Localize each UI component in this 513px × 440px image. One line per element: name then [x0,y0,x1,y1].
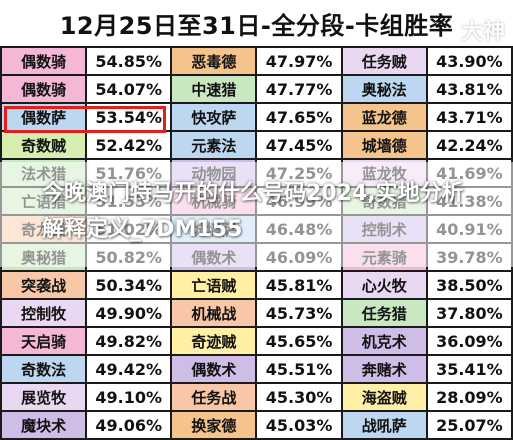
deck-name-cell: 换家德 [170,410,258,440]
winrate-cell: 47.65% [255,102,343,132]
winrate-cell: 50.34% [85,270,173,300]
winrate-cell: 49.82% [85,326,173,356]
deck-name-cell: 中速猎 [170,74,258,104]
deck-name-cell: 偶数术 [170,354,258,384]
deck-name-cell: 奥秘法 [340,74,428,104]
winrate-cell: 28.09% [425,382,513,412]
page-title: 12月25日至31日-全分段-卡组胜率 [59,11,454,40]
winrate-cell: 49.10% [85,382,173,412]
deck-name-cell: 天启骑 [0,326,88,356]
deck-name-cell: 突袭战 [0,270,88,300]
deck-name-cell: 任务战 [170,382,258,412]
winrate-cell: 52.42% [85,130,173,160]
watermark-logo: 大神 [460,20,505,45]
deck-name-cell: 城墙德 [340,130,428,160]
deck-name-cell: 海盗贼 [340,382,428,412]
overlay-caption: 今晚澳门特马开的什么号码2024,实地分析解释定义_7DM155 [42,181,464,242]
table-row: 偶数萨 53.54% 快攻萨 47.65% 蓝龙德 43.71% [0,102,513,132]
table-row: 偶数骑 54.85% 恶毒德 47.97% 任务贼 43.90% [0,46,513,76]
winrate-cell: 49.90% [85,298,173,328]
deck-name-cell: 奇数法 [0,354,88,384]
winrate-cell: 47.97% [255,46,343,76]
deck-name-cell: 元素法 [170,130,258,160]
winrate-cell: 45.81% [255,270,343,300]
deck-name-cell: 奇数贼 [0,130,88,160]
deck-name-cell: 偶数骑 [0,46,88,76]
deck-name-cell: 奔赌术 [340,354,428,384]
deck-name-cell: 展览牧 [0,382,88,412]
table-row: 天启骑 49.82% 奇迹贼 45.65% 机克术 36.09% [0,326,513,356]
winrate-cell: 43.90% [425,46,513,76]
winrate-table-image: 12月25日至31日-全分段-卡组胜率 大神 偶数骑 54.85% 恶毒德 47.97… [0,11,513,440]
table-row: 突袭战 50.34% 亡语贼 45.81% 心火牧 38.50% [0,270,513,300]
table-row: 奇数贼 52.42% 元素法 47.45% 城墙德 42.24% [0,130,513,160]
winrate-cell: 49.42% [85,354,173,384]
deck-name-cell: 亡语贼 [170,270,258,300]
deck-name-cell: 蓝龙德 [340,102,428,132]
winrate-cell: 47.77% [255,74,343,104]
deck-name-cell: 奇迹贼 [170,326,258,356]
table-row: 魔块术 49.06% 换家德 45.03% 战吼萨 25.07% [0,410,513,440]
deck-name-cell: 任务猎 [340,298,428,328]
deck-name-cell: 机克术 [340,326,428,356]
deck-name-cell: 机械战 [170,298,258,328]
overlay-band [0,162,513,267]
winrate-cell: 43.81% [425,74,513,104]
deck-name-cell: 偶数萨 [0,102,88,132]
winrate-cell: 54.07% [85,74,173,104]
winrate-cell: 45.73% [255,298,343,328]
winrate-cell: 25.07% [425,410,513,440]
winrate-cell: 47.45% [255,130,343,160]
table-row: 奇数法 49.42% 偶数术 45.51% 奔赌术 35.41% [0,354,513,384]
winrate-cell: 45.03% [255,410,343,440]
winrate-cell: 43.71% [425,102,513,132]
winrate-cell: 53.54% [85,102,173,132]
winrate-cell: 49.06% [85,410,173,440]
deck-name-cell: 任务贼 [340,46,428,76]
table-row: 控制牧 49.90% 机械战 45.73% 任务猎 37.80% [0,298,513,328]
deck-name-cell: 快攻萨 [170,102,258,132]
winrate-cell: 38.50% [425,270,513,300]
winrate-cell: 45.65% [255,326,343,356]
deck-name-cell: 心火牧 [340,270,428,300]
winrate-cell: 42.24% [425,130,513,160]
winrate-cell: 45.30% [255,382,343,412]
table-row: 展览牧 49.10% 任务战 45.30% 海盗贼 28.09% [0,382,513,412]
deck-name-cell: 偶数骑 [0,74,88,104]
winrate-cell: 36.09% [425,326,513,356]
winrate-cell: 54.85% [85,46,173,76]
table-row: 偶数骑 54.07% 中速猎 47.77% 奥秘法 43.81% [0,74,513,104]
winrate-cell: 45.51% [255,354,343,384]
deck-name-cell: 战吼萨 [340,410,428,440]
deck-name-cell: 恶毒德 [170,46,258,76]
winrate-cell: 37.80% [425,298,513,328]
deck-name-cell: 魔块术 [0,410,88,440]
deck-name-cell: 控制牧 [0,298,88,328]
winrate-cell: 35.41% [425,354,513,384]
